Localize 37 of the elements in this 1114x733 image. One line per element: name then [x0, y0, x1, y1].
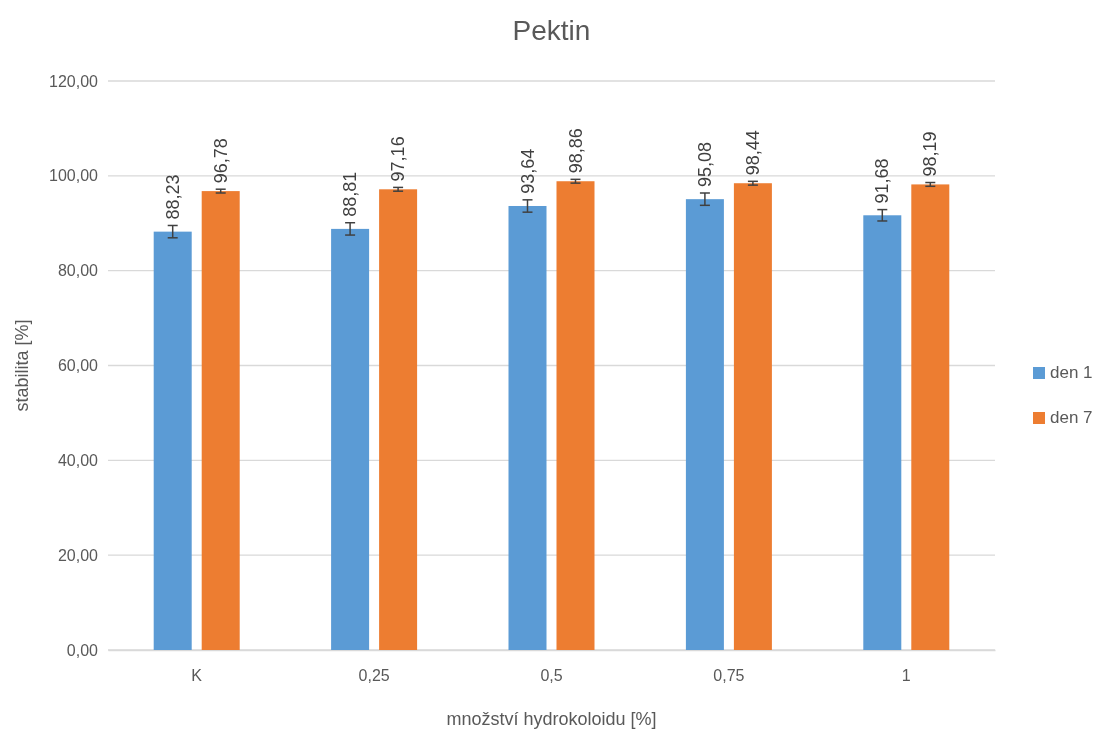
data-label: 91,68	[872, 158, 893, 204]
bar	[508, 205, 547, 650]
x-tick-label: 1	[901, 667, 911, 685]
bar	[911, 184, 950, 650]
data-label: 95,08	[694, 141, 715, 187]
bar	[153, 231, 192, 650]
data-label: 96,78	[210, 138, 231, 184]
x-tick-label: K	[191, 667, 203, 685]
bar	[201, 191, 240, 650]
data-label: 97,16	[388, 136, 409, 182]
y-tick-label: 80,00	[57, 262, 99, 280]
legend-label: den 1	[1050, 363, 1093, 382]
bar	[379, 189, 418, 650]
y-tick-label: 60,00	[57, 357, 99, 375]
bar	[863, 215, 902, 650]
data-label: 88,23	[162, 174, 183, 220]
y-tick-label: 0,00	[66, 641, 99, 659]
y-axis-title: stabilita [%]	[12, 319, 32, 412]
x-tick-label: 0,25	[358, 667, 390, 685]
data-label: 88,81	[340, 171, 361, 217]
x-tick-label: 0,75	[713, 667, 745, 685]
y-tick-label: 100,00	[49, 167, 99, 185]
x-tick-label: 0,5	[540, 667, 563, 685]
bar	[331, 228, 370, 650]
x-axis-title: množství hydrokoloidu [%]	[446, 709, 657, 729]
y-tick-label: 40,00	[57, 451, 99, 469]
bar	[556, 181, 595, 650]
data-label: 98,86	[565, 128, 586, 174]
chart-title: Pektin	[512, 15, 591, 46]
data-label: 98,44	[742, 130, 763, 176]
legend-label: den 7	[1050, 408, 1093, 427]
data-label: 93,64	[517, 148, 538, 194]
bar	[685, 199, 724, 650]
data-label: 98,19	[920, 131, 941, 177]
y-tick-label: 120,00	[49, 72, 99, 90]
y-tick-label: 20,00	[57, 546, 99, 564]
bar	[733, 183, 772, 650]
